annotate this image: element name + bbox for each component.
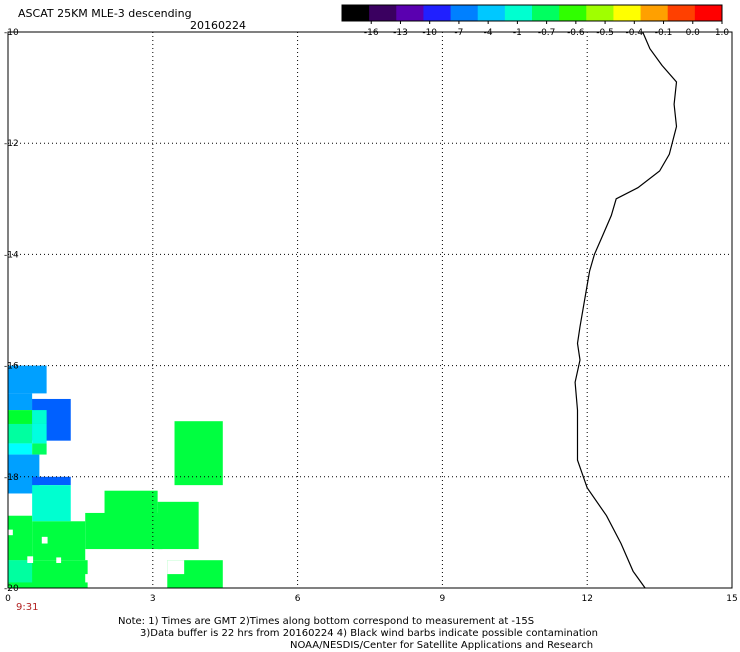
colorbar-segment [559, 5, 587, 21]
colorbar-segment [396, 5, 424, 21]
swath-gap [167, 560, 185, 575]
colorbar-segment [504, 5, 533, 21]
colorbar-segment [532, 5, 560, 21]
y-tick-label: -18 [4, 473, 19, 483]
wind-cell [8, 393, 33, 411]
map-frame [7, 31, 733, 589]
grid-lines [8, 32, 732, 588]
map-date: 20160224 [190, 19, 246, 32]
colorbar-tick-label: -1 [513, 28, 522, 38]
colorbar-tick-label: 0.0 [686, 28, 701, 38]
time-label: 9:31 [16, 602, 39, 613]
x-tick-label: 6 [295, 594, 301, 604]
swath-gap [27, 556, 34, 563]
colorbar-tick-label: -0.4 [626, 28, 644, 38]
y-tick-label: -20 [4, 584, 19, 594]
colorbar-frame [341, 4, 723, 22]
swath-gap [41, 536, 48, 544]
colorbar-segment [342, 5, 370, 21]
colorbar-tick-label: -0.5 [596, 28, 614, 38]
wind-cell [8, 365, 47, 394]
y-tick-label: -16 [4, 362, 19, 372]
swath-gap [85, 574, 93, 583]
coastline [574, 31, 678, 589]
x-tick-label: 12 [581, 594, 592, 604]
wind-cell [32, 423, 47, 444]
colorbar-segment [450, 5, 479, 21]
colorbar-tick-label: 1.0 [715, 28, 730, 38]
colorbar-tick-label: -7 [454, 28, 463, 38]
colorbar-segment [477, 5, 506, 21]
colorbar: -16 -13 -10 -7 -4 -1 -0.7 -0.6 -0.5 -0.4 -0.1 0.0 1.… [341, 4, 730, 38]
swath-gap [56, 557, 62, 563]
x-tick-label: 9 [440, 594, 446, 604]
colorbar-tick-label: -4 [484, 28, 493, 38]
colorbar-segment [640, 5, 669, 21]
x-tick-label: 0 [5, 594, 11, 604]
swath-gap [8, 529, 13, 536]
colorbar-tick-label: -13 [393, 28, 408, 38]
colorbar-segment [613, 5, 642, 21]
x-tick-label: 15 [726, 594, 737, 604]
colorbar-segment [423, 5, 452, 21]
wind-cell [8, 423, 33, 444]
wind-cell [85, 512, 163, 550]
colorbar-segment [694, 5, 723, 21]
colorbar-tick-label: -0.1 [655, 28, 673, 38]
x-tick-label: 3 [150, 594, 156, 604]
swath-cells [8, 365, 223, 588]
colorbar-segment [586, 5, 614, 21]
colorbar-tick-label: -16 [364, 28, 379, 38]
note-line-1: Note: 1) Times are GMT 2)Times along bot… [118, 616, 535, 627]
wind-cell [8, 515, 33, 561]
wind-cell [8, 410, 33, 424]
note-line-3: NOAA/NESDIS/Center for Satellite Applica… [290, 640, 594, 651]
colorbar-tick-label: -10 [422, 28, 437, 38]
wind-cell [32, 476, 71, 486]
map-title: ASCAT 25KM MLE-3 descending [18, 7, 192, 20]
wind-cell [32, 410, 47, 424]
note-line-2: 3)Data buffer is 22 hrs from 20160224 4)… [140, 628, 598, 639]
wind-cell [32, 521, 86, 561]
y-tick-label: -12 [4, 139, 19, 149]
colorbar-segment [369, 5, 397, 21]
y-tick-label: -14 [4, 250, 19, 260]
wind-cell [157, 501, 199, 550]
wind-cell [8, 443, 33, 455]
axis-ticks: 0 3 6 9 12 15 -10 -12 -14 -16 -18 -20 [4, 28, 738, 604]
y-tick-label: -10 [4, 28, 19, 38]
wind-cell [8, 560, 33, 583]
wind-cell [174, 421, 223, 486]
colorbar-tick-label: -0.7 [538, 28, 556, 38]
wind-cell [32, 485, 71, 522]
colorbar-segment [667, 5, 696, 21]
wind-cell [32, 443, 47, 455]
swath-gap [8, 495, 14, 502]
colorbar-tick-label: -0.6 [567, 28, 585, 38]
